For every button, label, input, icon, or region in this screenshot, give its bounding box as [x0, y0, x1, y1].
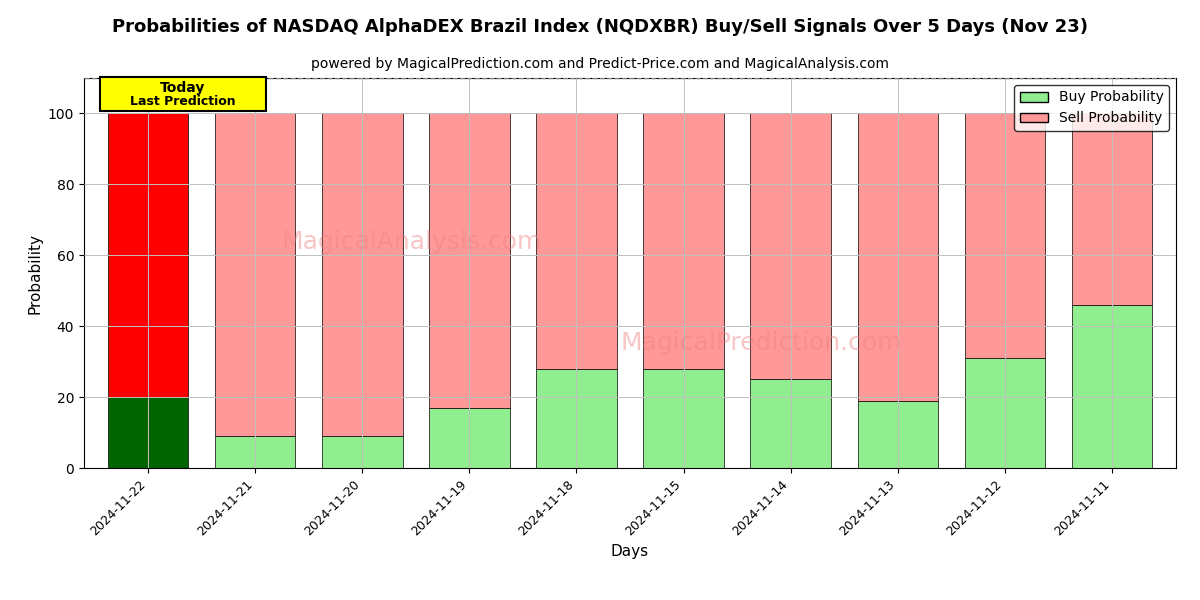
Text: powered by MagicalPrediction.com and Predict-Price.com and MagicalAnalysis.com: powered by MagicalPrediction.com and Pre… — [311, 57, 889, 71]
Bar — [1072, 113, 1152, 305]
Bar — [430, 408, 510, 468]
X-axis label: Days: Days — [611, 544, 649, 559]
Legend: Buy Probability, Sell Probability: Buy Probability, Sell Probability — [1014, 85, 1169, 131]
Bar — [643, 113, 724, 369]
Bar — [323, 113, 402, 436]
Bar — [536, 369, 617, 468]
Bar — [858, 113, 937, 401]
Bar — [750, 113, 830, 379]
Text: Last Prediction: Last Prediction — [131, 95, 236, 107]
Bar — [965, 113, 1045, 358]
Bar — [643, 369, 724, 468]
Bar — [430, 113, 510, 408]
Bar — [108, 397, 188, 468]
Bar — [1072, 305, 1152, 468]
Text: MagicalPrediction.com: MagicalPrediction.com — [620, 331, 901, 355]
Bar — [215, 113, 295, 436]
Text: Probabilities of NASDAQ AlphaDEX Brazil Index (NQDXBR) Buy/Sell Signals Over 5 D: Probabilities of NASDAQ AlphaDEX Brazil … — [112, 18, 1088, 36]
Bar — [965, 358, 1045, 468]
Text: Today: Today — [161, 81, 205, 95]
Bar — [215, 436, 295, 468]
Bar — [858, 401, 937, 468]
FancyBboxPatch shape — [100, 77, 266, 110]
Text: MagicalAnalysis.com: MagicalAnalysis.com — [282, 230, 541, 254]
Bar — [323, 436, 402, 468]
Y-axis label: Probability: Probability — [28, 232, 42, 313]
Bar — [108, 113, 188, 397]
Bar — [750, 379, 830, 468]
Bar — [536, 113, 617, 369]
